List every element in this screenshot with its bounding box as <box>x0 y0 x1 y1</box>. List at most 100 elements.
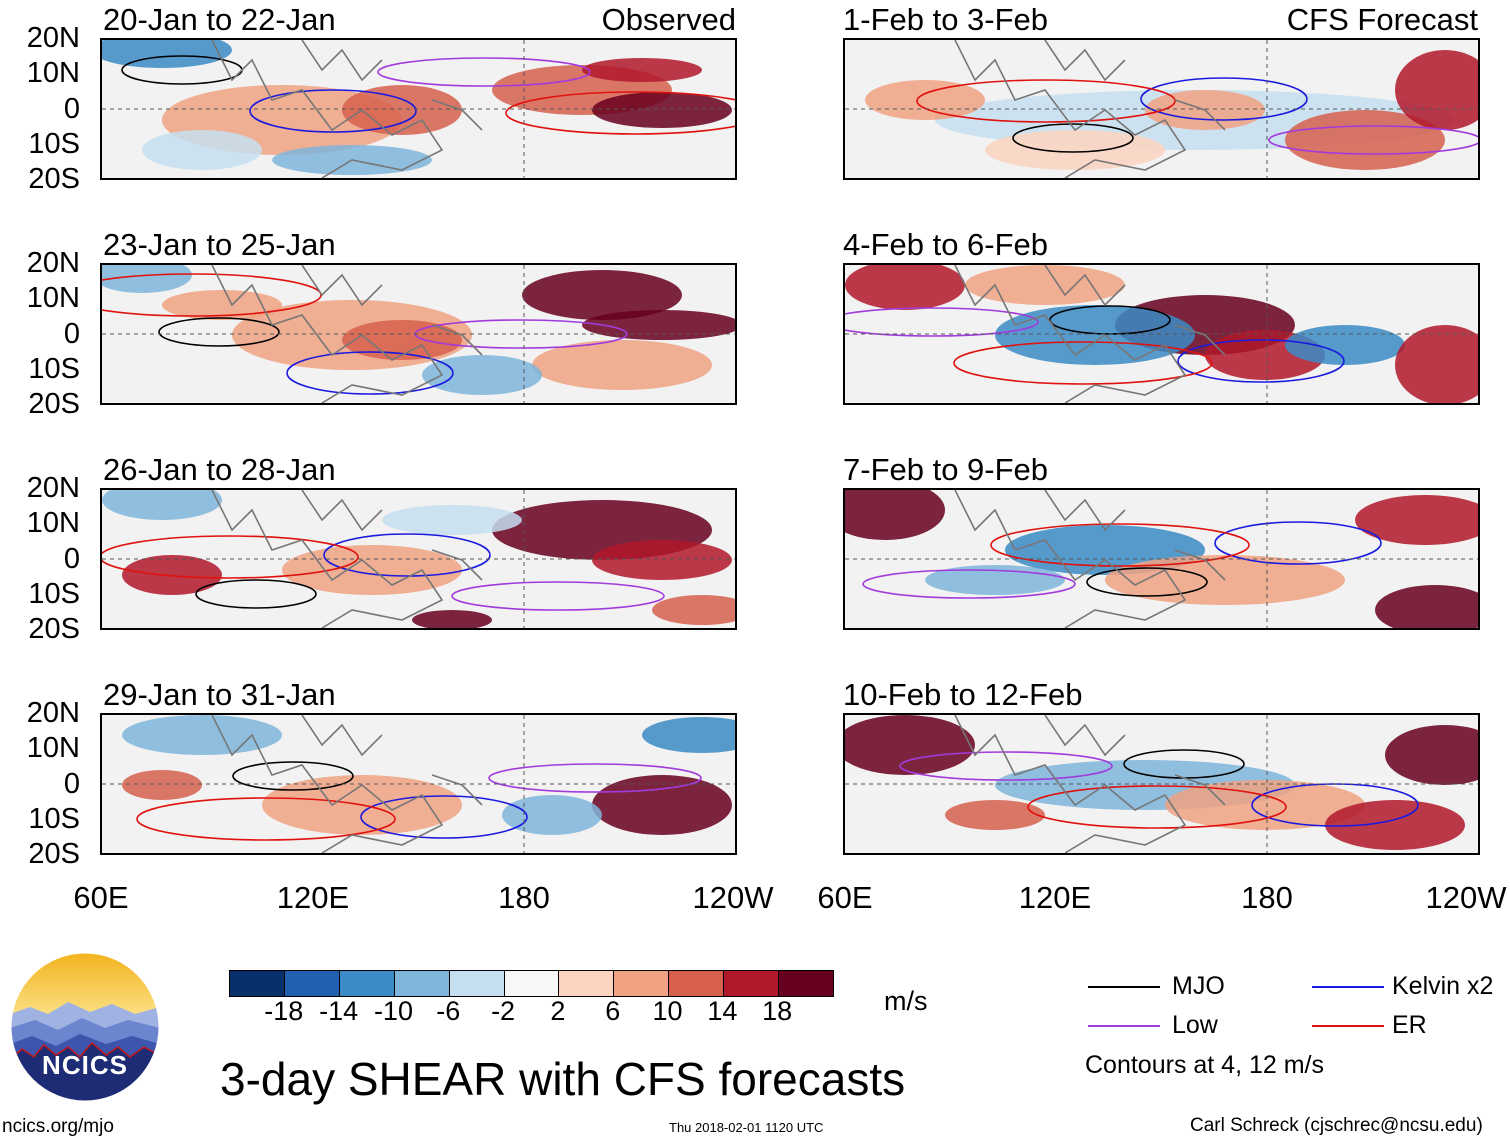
lat-label: 10S <box>28 578 80 610</box>
lat-label: 0 <box>63 93 80 125</box>
legend-low-line <box>1088 1025 1160 1027</box>
wave-contour <box>1177 339 1345 383</box>
colorbar-swatch <box>283 971 339 996</box>
lat-label: 20S <box>28 388 80 420</box>
wave-contour <box>1268 125 1478 155</box>
shear-shading <box>925 565 1065 595</box>
colorbar-tick-label: -10 <box>373 996 413 1026</box>
wave-contour <box>1140 77 1308 121</box>
panel-title: 23-Jan to 25-Jan <box>103 227 336 262</box>
panel-title: 29-Jan to 31-Jan <box>103 677 336 712</box>
shear-shading <box>102 265 192 293</box>
wave-contour <box>488 763 702 793</box>
colorbar-tick-label: 6 <box>605 996 621 1026</box>
shear-field <box>102 715 735 853</box>
shear-shading <box>412 610 492 628</box>
shear-shading <box>1385 725 1478 785</box>
colorbar-units: m/s <box>884 986 928 1016</box>
lon-label: 180 <box>498 880 550 915</box>
coastline <box>954 40 1226 178</box>
wave-contour <box>232 761 354 791</box>
shear-shading <box>1355 495 1478 545</box>
main-title: 3-day SHEAR with CFS forecasts <box>220 1053 906 1105</box>
shear-map <box>843 488 1480 630</box>
ncics-logo: NCICS <box>10 952 160 1102</box>
lat-label: 20S <box>28 163 80 195</box>
shear-field <box>845 715 1478 853</box>
wave-contour <box>158 317 280 347</box>
shear-map <box>843 713 1480 855</box>
shear-shading <box>1165 780 1365 830</box>
coastline <box>954 265 1226 403</box>
lat-label: 10S <box>28 353 80 385</box>
shear-shading <box>865 80 985 120</box>
wave-contour <box>1027 785 1287 829</box>
lat-label: 10S <box>28 803 80 835</box>
colorbar-tick-label: -14 <box>319 996 359 1026</box>
panel-title: 20-Jan to 22-Jan <box>103 2 336 37</box>
legend-kelvin-line <box>1312 986 1384 988</box>
lon-label: 120W <box>692 880 774 915</box>
coastline <box>211 490 483 628</box>
lon-label: 120E <box>1018 880 1092 915</box>
shear-shading <box>945 800 1045 830</box>
shear-shading <box>592 540 732 580</box>
lat-label: 20N <box>26 697 80 729</box>
lat-label: 0 <box>63 768 80 800</box>
legend-low-label: Low <box>1172 1011 1218 1039</box>
colorbar-swatches <box>229 970 834 997</box>
shear-shading <box>845 715 975 775</box>
wave-contour <box>102 273 322 317</box>
lon-label: 120E <box>276 880 350 915</box>
shear-field <box>102 265 735 403</box>
wave-contour <box>102 535 359 579</box>
colorbar-swatch <box>613 971 669 996</box>
shear-shading <box>282 545 462 595</box>
credit: Carl Schreck (cjschrec@ncsu.edu) <box>1190 1115 1483 1136</box>
shear-map <box>100 38 737 180</box>
colorbar-swatch <box>668 971 724 996</box>
coastline <box>211 715 483 853</box>
colorbar-swatch <box>393 971 449 996</box>
shear-shading <box>1285 110 1445 170</box>
wave-contour <box>845 307 1039 337</box>
logo-text: NCICS <box>42 1050 128 1080</box>
shear-shading <box>592 775 732 835</box>
panel-title: 7-Feb to 9-Feb <box>843 452 1049 487</box>
shear-shading <box>1285 325 1405 365</box>
wave-contour <box>249 89 417 133</box>
lat-label: 20N <box>26 22 80 54</box>
shear-shading <box>845 265 965 310</box>
shear-shading <box>985 130 1165 170</box>
colorbar-swatch <box>723 971 779 996</box>
shear-shading <box>582 310 735 340</box>
lat-label: 10S <box>28 128 80 160</box>
legend-er-line <box>1312 1025 1384 1027</box>
wave-contour <box>451 581 665 611</box>
shear-shading <box>522 270 682 320</box>
shear-shading <box>1375 585 1478 628</box>
legend-er-label: ER <box>1392 1011 1427 1039</box>
colorbar-tick-label: 18 <box>762 996 793 1026</box>
shear-shading <box>532 340 712 390</box>
wave-contour <box>323 533 491 577</box>
shear-shading <box>1395 325 1478 403</box>
colorbar-swatch <box>448 971 504 996</box>
shear-shading <box>102 490 222 520</box>
shear-shading <box>642 717 735 753</box>
shear-shading <box>582 58 702 82</box>
colorbar-swatch <box>338 971 394 996</box>
shear-shading <box>1395 50 1478 130</box>
shear-shading <box>162 290 282 320</box>
coastline <box>954 490 1226 628</box>
shear-shading <box>142 130 262 170</box>
legend-mjo-label: MJO <box>1172 972 1225 1000</box>
website-link[interactable]: ncics.org/mjo <box>2 1116 114 1137</box>
wave-contour <box>1012 123 1134 153</box>
coastline <box>211 265 483 403</box>
coastline <box>954 715 1226 853</box>
shear-shading <box>652 595 735 625</box>
lat-label: 0 <box>63 543 80 575</box>
timestamp: Thu 2018-02-01 1120 UTC <box>669 1120 824 1135</box>
colorbar-tick-label: 10 <box>652 996 683 1026</box>
